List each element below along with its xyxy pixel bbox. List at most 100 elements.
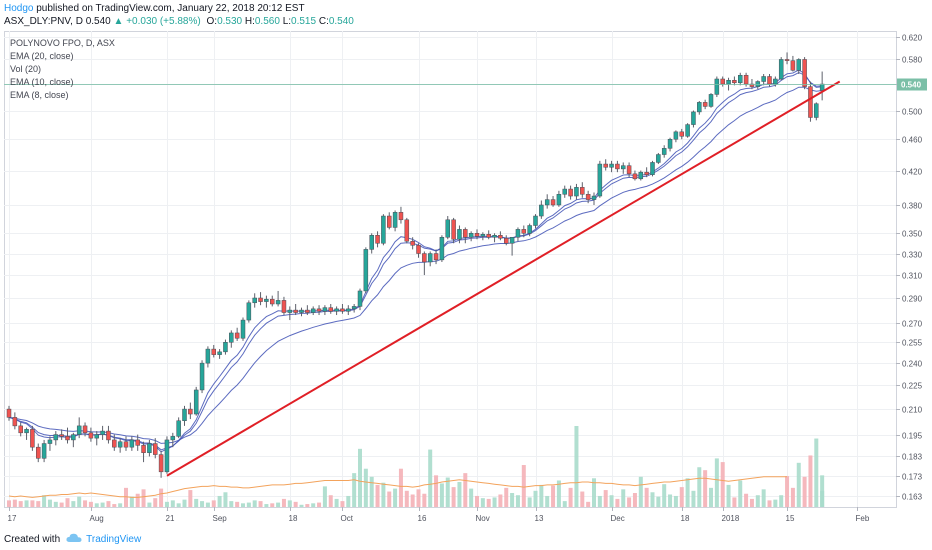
- volume-bar: [556, 480, 561, 507]
- candle-body: [474, 233, 480, 237]
- candle-body: [65, 436, 70, 441]
- plot-frame: [4, 31, 897, 508]
- ohlc-line: ASX_DLY:PNV, D 0.540 ▲ +0.030 (+5.88%) O…: [4, 16, 354, 27]
- candle-body: [270, 298, 275, 305]
- candle-body: [685, 124, 690, 137]
- volume-bar: [153, 498, 158, 507]
- candle-body: [182, 408, 187, 422]
- time-tick-label: Sep: [213, 514, 228, 523]
- volume-bar: [12, 499, 17, 507]
- candle-body: [141, 445, 146, 453]
- chart-area[interactable]: 0.620 0.580 0.540 0.500 0.460 0.420 0.380 0.350…: [4, 31, 928, 525]
- price-tick-label: 0.225: [902, 382, 923, 391]
- volume-bar: [404, 490, 409, 507]
- last-price-tag: [897, 78, 927, 91]
- price-chart[interactable]: 0.620 0.580 0.540 0.500 0.460 0.420 0.380 0.350…: [4, 31, 928, 525]
- volume-bar: [246, 502, 251, 507]
- volume-bar: [533, 490, 538, 507]
- volume-bar: [346, 495, 351, 507]
- price-tick-label: 0.163: [902, 493, 923, 502]
- candle-body: [480, 234, 486, 237]
- volume-bar: [422, 493, 427, 507]
- volume-bar: [281, 498, 286, 507]
- volume-bar: [545, 495, 550, 507]
- price-tick-label: 0.500: [902, 108, 923, 117]
- volume-bar: [521, 465, 526, 507]
- candle-body: [773, 78, 778, 85]
- volume-bar: [796, 462, 801, 507]
- volume-bar: [802, 476, 807, 507]
- tradingview-cloud-icon[interactable]: [66, 533, 82, 546]
- volume-bar: [416, 489, 421, 507]
- candle-body: [47, 439, 53, 444]
- volume-bar: [112, 504, 117, 507]
- volume-bar: [381, 482, 386, 507]
- candle-body: [767, 76, 772, 85]
- candle-body: [71, 434, 76, 441]
- candle-body: [381, 215, 386, 244]
- volume-bar: [785, 476, 790, 507]
- candle-body: [778, 59, 784, 80]
- legend-ema20[interactable]: EMA (20, close): [10, 51, 74, 61]
- candle-body: [819, 83, 825, 91]
- volume-bar: [7, 500, 11, 507]
- price-tick-label: 0.173: [902, 473, 923, 482]
- volume-bar: [510, 493, 515, 507]
- volume-bar: [580, 491, 585, 507]
- legend-vol20[interactable]: Vol (20): [10, 64, 42, 74]
- volume-bar: [264, 504, 269, 507]
- volume-bar: [176, 503, 181, 507]
- author-link[interactable]: Hodgo: [4, 3, 34, 14]
- volume-bar: [170, 500, 175, 507]
- time-tick-label: 13: [535, 514, 544, 523]
- time-tick-label: Feb: [856, 514, 870, 523]
- volume-bar: [720, 462, 725, 507]
- volume-bar: [305, 504, 310, 507]
- candle-body: [498, 235, 503, 239]
- candle-body: [457, 229, 462, 240]
- tradingview-brand[interactable]: TradingView: [86, 533, 142, 545]
- candle-body: [427, 253, 433, 263]
- volume-bar: [779, 495, 784, 507]
- trendline: [166, 80, 841, 477]
- candle-body: [702, 102, 708, 107]
- candle-body: [398, 212, 404, 221]
- volume-ma-line: [8, 476, 787, 498]
- candle-body: [720, 78, 725, 85]
- volume-bar: [328, 495, 333, 507]
- candle-body: [41, 443, 47, 459]
- volume-bar: [738, 480, 743, 507]
- candle-body: [603, 163, 608, 168]
- created-with-text: Created with: [4, 533, 61, 545]
- high-label: H:: [244, 16, 255, 27]
- volume-bar: [317, 502, 322, 507]
- price-tick-label: 0.460: [902, 136, 923, 145]
- candle-body: [193, 389, 199, 415]
- price-tick-label: 0.270: [902, 320, 923, 329]
- candle-body: [761, 76, 766, 82]
- candle-body: [439, 236, 445, 261]
- legend-ema10[interactable]: EMA (10, close): [10, 77, 74, 87]
- volume-bar: [369, 476, 374, 507]
- candle-body: [117, 441, 123, 448]
- volume-bar: [656, 496, 661, 507]
- candle-body: [53, 434, 59, 441]
- volume-bar: [340, 501, 345, 507]
- volume-bar: [504, 487, 509, 507]
- legend-title[interactable]: POLYNOVO FPO, D, ASX: [10, 38, 115, 48]
- candle-body: [223, 342, 228, 353]
- volume-bar: [609, 495, 614, 507]
- volume-bar: [322, 486, 327, 507]
- candle-body: [784, 59, 790, 61]
- candle-body: [556, 194, 562, 206]
- candle-body: [591, 195, 597, 200]
- candle-body: [246, 302, 252, 321]
- legend-ema8[interactable]: EMA (8, close): [10, 90, 69, 100]
- volume-bar: [615, 498, 620, 507]
- symbol-label[interactable]: ASX_DLY:PNV, D: [4, 16, 83, 27]
- volume-bar: [410, 494, 415, 507]
- volume-bar: [363, 468, 368, 507]
- change-value: ▲ +0.030 (+5.88%): [113, 16, 201, 27]
- candle-body: [796, 59, 801, 71]
- volume-bar: [638, 476, 643, 507]
